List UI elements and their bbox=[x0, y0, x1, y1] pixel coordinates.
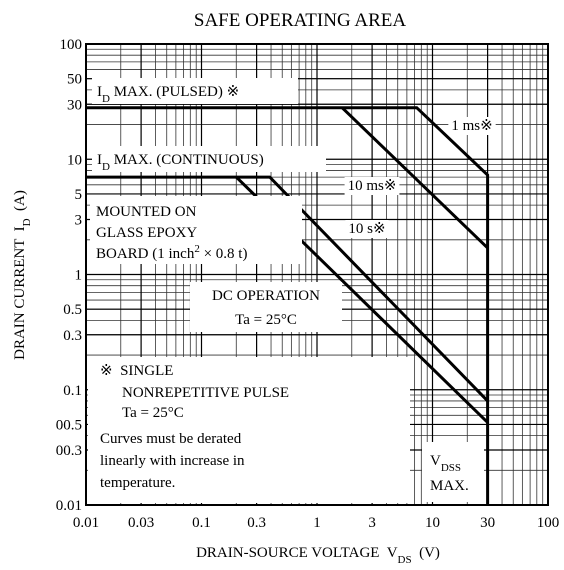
text-run: D bbox=[102, 161, 110, 173]
y-tick-label: 1 bbox=[75, 268, 83, 284]
plot-frame bbox=[85, 43, 549, 506]
text-run: BOARD (1 inch bbox=[96, 246, 195, 262]
annotation-text: BOARD (1 inch2 × 0.8 t) bbox=[96, 243, 247, 262]
text-run: DC OPERATION bbox=[212, 288, 320, 304]
text-run: ※ SINGLE bbox=[100, 363, 173, 379]
annotation-text: Curves must be derated bbox=[100, 431, 242, 447]
annotation-box bbox=[90, 196, 302, 264]
y-tick-label: 0.1 bbox=[63, 383, 82, 399]
annotation-box bbox=[92, 146, 326, 172]
chart-title: SAFE OPERATING AREA bbox=[194, 10, 406, 31]
series-label-bg bbox=[344, 177, 400, 195]
annotation-box bbox=[92, 78, 298, 104]
x-tick-label: 0.01 bbox=[73, 515, 99, 531]
annotation-text: Ta = 25°C bbox=[235, 312, 297, 328]
annotation-box bbox=[422, 442, 484, 502]
x-tick-label: 3 bbox=[368, 515, 376, 531]
text-run: MAX. bbox=[430, 478, 469, 494]
series-line bbox=[86, 106, 490, 505]
y-tick-label: 100 bbox=[60, 37, 83, 53]
text-run: MAX. (PULSED) ※ bbox=[110, 84, 239, 100]
text-run: Curves must be derated bbox=[100, 431, 242, 447]
text-run: D bbox=[102, 93, 110, 105]
y-axis-label: DRAIN CURRENT ID (A) bbox=[12, 190, 33, 360]
y-tick-label: 0.5 bbox=[63, 302, 82, 318]
y-tick-label: 0.01 bbox=[56, 498, 82, 514]
y-tick-label: 00.5 bbox=[56, 417, 82, 433]
y-tick-label: 3 bbox=[75, 213, 83, 229]
text-run: (A) bbox=[12, 190, 28, 218]
text-run: DRAIN CURRENT I bbox=[12, 226, 28, 359]
series-line bbox=[341, 106, 489, 250]
x-tick-label: 0.3 bbox=[247, 515, 266, 531]
annotation-text: DC OPERATION bbox=[212, 288, 320, 304]
x-tick-label: 100 bbox=[537, 515, 560, 531]
annotation-text: linearly with increase in bbox=[100, 453, 245, 469]
annotation-box bbox=[88, 357, 410, 503]
y-tick-label: 10 bbox=[67, 152, 82, 168]
text-run: DSS bbox=[441, 462, 461, 474]
annotation-text: ID MAX. (PULSED) ※ bbox=[97, 84, 239, 105]
text-run: Ta = 25°C bbox=[235, 312, 297, 328]
annotation-text: ※ SINGLE bbox=[100, 363, 173, 379]
series-label-bg bbox=[448, 117, 496, 135]
text-run: temperature. bbox=[100, 475, 175, 491]
annotation-text: temperature. bbox=[100, 475, 175, 491]
y-tick-label: 0.3 bbox=[63, 328, 82, 344]
text-run: NONREPETITIVE PULSE bbox=[122, 385, 289, 401]
x-tick-label: 0.1 bbox=[192, 515, 211, 531]
series-label: 1 ms※ bbox=[451, 118, 492, 134]
series-line bbox=[86, 175, 489, 402]
annotation-text: MAX. bbox=[430, 478, 469, 494]
x-tick-label: 0.03 bbox=[128, 515, 154, 531]
annotation-text: GLASS EPOXY bbox=[96, 225, 197, 241]
annotation-text: VDSS bbox=[430, 453, 461, 474]
text-run: MAX. (CONTINUOUS) bbox=[110, 152, 264, 168]
y-tick-label: 00.3 bbox=[56, 443, 82, 459]
series-label: 10 ms※ bbox=[348, 178, 397, 194]
x-tick-label: 10 bbox=[425, 515, 440, 531]
annotation-text: ID MAX. (CONTINUOUS) bbox=[97, 152, 264, 173]
text-run: 2 bbox=[194, 243, 200, 255]
x-tick-label: 1 bbox=[313, 515, 321, 531]
annotation-text: NONREPETITIVE PULSE bbox=[122, 385, 289, 401]
annotation-text: MOUNTED ON bbox=[96, 204, 197, 220]
series-label-bg bbox=[345, 220, 389, 238]
text-run: DS bbox=[398, 554, 412, 566]
series-label: 10 s※ bbox=[348, 221, 385, 237]
text-run: I bbox=[97, 152, 102, 168]
y-tick-label: 50 bbox=[67, 72, 82, 88]
x-tick-label: 30 bbox=[480, 515, 495, 531]
annotation-text: Ta = 25°C bbox=[122, 405, 184, 421]
text-run: D bbox=[21, 218, 33, 226]
text-run: MOUNTED ON bbox=[96, 204, 197, 220]
text-run: GLASS EPOXY bbox=[96, 225, 197, 241]
text-run: DRAIN-SOURCE VOLTAGE V bbox=[196, 545, 398, 561]
text-run: linearly with increase in bbox=[100, 453, 245, 469]
text-run: Ta = 25°C bbox=[122, 405, 184, 421]
text-run: V bbox=[430, 453, 441, 469]
text-run: I bbox=[97, 84, 102, 100]
text-run: × 0.8 t) bbox=[200, 246, 248, 262]
annotation-box bbox=[190, 282, 342, 332]
y-tick-label: 5 bbox=[75, 187, 83, 203]
text-run: (V) bbox=[412, 545, 440, 561]
x-axis-label: DRAIN-SOURCE VOLTAGE VDS (V) bbox=[196, 545, 440, 566]
y-tick-label: 30 bbox=[67, 97, 82, 113]
